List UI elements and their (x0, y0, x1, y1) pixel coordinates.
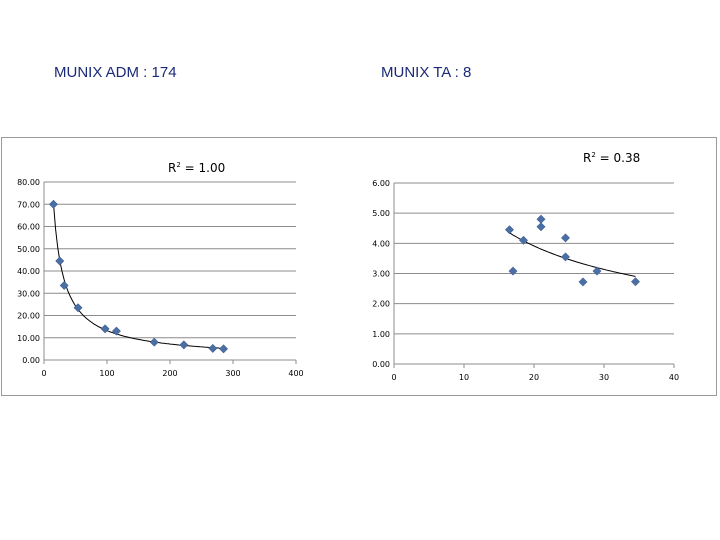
left-chart-data-point (208, 343, 218, 353)
left-chart-x-tick-label: 0 (41, 369, 46, 378)
right-chart-trendline (509, 232, 636, 277)
right-chart-data-point (504, 225, 515, 235)
left-chart-y-tick-label: 60.00 (17, 223, 40, 232)
left-chart-y-tick-label: 0.00 (22, 356, 40, 365)
left-chart-x-tick-label: 100 (99, 369, 114, 378)
left-chart-r2-label: R2 = 1.00 (168, 161, 225, 175)
left-chart-x-tick-label: 300 (225, 369, 240, 378)
right-chart-y-tick-label: 6.00 (372, 179, 390, 188)
right-chart-x-tick-label: 0 (391, 373, 396, 382)
left-chart-data-point (59, 280, 69, 291)
left-chart-y-tick-label: 40.00 (17, 267, 40, 276)
left-chart-data-point (73, 303, 83, 313)
left-chart-data-point (55, 256, 65, 266)
right-chart-data-point (560, 233, 571, 243)
heading-munix-ta: MUNIX TA : 8 (381, 64, 472, 81)
left-chart-data-point (149, 337, 159, 347)
right-chart-y-tick-label: 5.00 (372, 209, 390, 218)
right-chart-x-tick-label: 30 (599, 373, 609, 382)
right-chart-y-tick-label: 3.00 (372, 270, 390, 279)
right-chart-y-tick-label: 2.00 (372, 300, 390, 309)
right-chart-data-point (518, 235, 529, 245)
chart-frame (1, 137, 717, 396)
right-chart-data-point (508, 266, 518, 276)
left-chart-x-tick-label: 400 (288, 369, 303, 378)
left-chart-data-point (218, 344, 229, 354)
left-chart-y-tick-label: 20.00 (17, 312, 40, 321)
right-chart-y-tick-label: 1.00 (372, 330, 390, 339)
left-chart-y-tick-label: 10.00 (17, 334, 40, 343)
left-chart-trendline (53, 203, 224, 349)
right-chart-data-point (536, 222, 546, 232)
right-chart-data-point (578, 277, 588, 287)
left-chart-y-tick-label: 50.00 (17, 245, 40, 254)
left-chart-y-tick-label: 70.00 (17, 200, 40, 209)
right-chart-y-tick-label: 0.00 (372, 360, 390, 369)
right-chart-data-point (630, 277, 641, 287)
right-chart-x-tick-label: 40 (669, 373, 679, 382)
left-chart-data-point (179, 340, 189, 350)
right-chart-data-point (536, 214, 546, 224)
heading-munix-adm: MUNIX ADM : 174 (54, 64, 177, 81)
right-chart-data-point (560, 252, 571, 262)
right-chart-x-tick-label: 10 (459, 373, 469, 382)
left-chart-x-tick-label: 200 (162, 369, 177, 378)
left-chart-data-point (48, 199, 59, 209)
right-chart-x-tick-label: 20 (529, 373, 539, 382)
left-chart-y-tick-label: 30.00 (17, 289, 40, 298)
left-chart-data-point (100, 324, 110, 334)
right-chart-y-tick-label: 4.00 (372, 239, 390, 248)
right-chart-r2-label: R2 = 0.38 (583, 151, 640, 165)
left-chart-data-point (111, 326, 122, 336)
right-chart-data-point (592, 266, 602, 276)
left-chart-y-tick-label: 80.00 (17, 178, 40, 187)
